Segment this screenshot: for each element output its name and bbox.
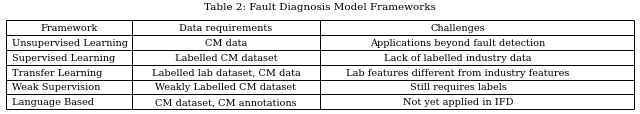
Text: Supervised Learning: Supervised Learning xyxy=(12,53,115,62)
Text: Applications beyond fault detection: Applications beyond fault detection xyxy=(371,38,546,47)
Text: Labelled CM dataset: Labelled CM dataset xyxy=(175,53,277,62)
Text: Not yet applied in IFD: Not yet applied in IFD xyxy=(403,98,513,106)
Text: Unsupervised Learning: Unsupervised Learning xyxy=(12,38,127,47)
Text: Data requirements: Data requirements xyxy=(179,23,273,32)
Text: Labelled lab dataset, CM data: Labelled lab dataset, CM data xyxy=(152,68,300,77)
Text: CM dataset, CM annotations: CM dataset, CM annotations xyxy=(155,98,297,106)
Text: Lab features different from industry features: Lab features different from industry fea… xyxy=(346,68,570,77)
Text: Transfer Learning: Transfer Learning xyxy=(12,68,102,77)
Text: Weakly Labelled CM dataset: Weakly Labelled CM dataset xyxy=(156,83,296,92)
Text: Still requires labels: Still requires labels xyxy=(410,83,506,92)
Text: CM data: CM data xyxy=(205,38,247,47)
Text: Challenges: Challenges xyxy=(431,23,485,32)
Text: Table 2: Fault Diagnosis Model Frameworks: Table 2: Fault Diagnosis Model Framework… xyxy=(204,3,436,12)
Text: Lack of labelled industry data: Lack of labelled industry data xyxy=(384,53,532,62)
Text: Weak Supervision: Weak Supervision xyxy=(12,83,100,92)
Text: Framework: Framework xyxy=(40,23,98,32)
Text: Language Based: Language Based xyxy=(12,98,93,106)
